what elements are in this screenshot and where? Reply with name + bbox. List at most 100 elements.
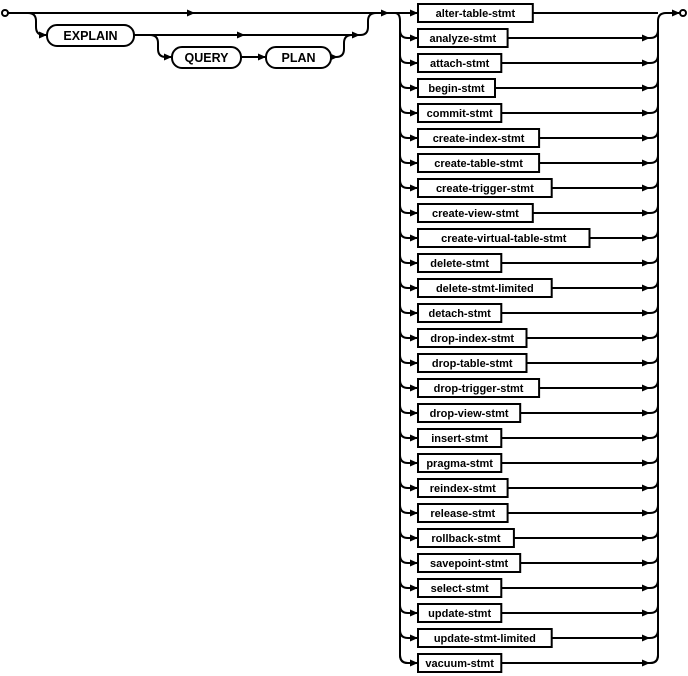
statement-box[interactable] xyxy=(417,553,522,573)
statement-box[interactable] xyxy=(417,528,515,548)
statement-label: update-stmt-limited xyxy=(434,633,536,645)
branch-line xyxy=(399,54,418,64)
arrow-icon xyxy=(258,53,266,61)
statement-label: drop-view-stmt xyxy=(430,408,509,420)
statement-box[interactable] xyxy=(417,203,534,223)
statement-box[interactable] xyxy=(417,78,496,98)
statement-box[interactable] xyxy=(417,53,503,73)
branch-line xyxy=(495,79,659,89)
statement-label: create-virtual-table-stmt xyxy=(441,233,567,245)
statement-box[interactable] xyxy=(417,328,528,348)
statement-label: create-view-stmt xyxy=(432,208,519,220)
statement-box[interactable] xyxy=(417,228,591,248)
statement-label: release-stmt xyxy=(430,508,495,520)
branch-line xyxy=(399,29,418,39)
statement-box[interactable] xyxy=(417,628,553,648)
branch-line xyxy=(526,354,659,364)
statement-box[interactable] xyxy=(417,353,528,373)
arrow-icon xyxy=(187,9,195,17)
statement-label: create-table-stmt xyxy=(434,158,523,170)
branch-line xyxy=(501,604,659,614)
branch-line xyxy=(399,304,418,314)
statement-label: alter-table-stmt xyxy=(436,8,516,20)
statement-label: update-stmt xyxy=(428,608,491,620)
branch-line xyxy=(501,254,659,264)
statement-box[interactable] xyxy=(417,503,509,523)
arrow-icon xyxy=(381,9,389,17)
branch-line xyxy=(589,229,659,239)
branch-line xyxy=(507,29,659,39)
statement-box[interactable] xyxy=(417,303,503,323)
branch-line xyxy=(526,329,659,339)
statement-box[interactable] xyxy=(417,653,503,673)
statement-label: create-index-stmt xyxy=(433,133,525,145)
branch-line xyxy=(399,529,418,539)
statement-box[interactable] xyxy=(417,278,553,298)
statement-box[interactable] xyxy=(417,103,503,123)
branch-line xyxy=(532,204,659,214)
statement-box[interactable] xyxy=(417,428,503,448)
branch-line xyxy=(399,104,418,114)
statement-label: insert-stmt xyxy=(431,433,488,445)
branch-line xyxy=(399,404,418,414)
branch-line xyxy=(399,79,418,89)
branch-line xyxy=(513,529,659,539)
statement-box[interactable] xyxy=(417,378,541,398)
statement-box[interactable] xyxy=(417,3,534,23)
branch-line xyxy=(399,604,418,614)
arrow-icon xyxy=(352,31,360,39)
branch-line xyxy=(399,254,418,264)
statement-label: create-trigger-stmt xyxy=(436,183,534,195)
arrow-icon xyxy=(330,53,338,61)
branch-line xyxy=(399,654,418,664)
branch-line xyxy=(507,479,659,489)
branch-line xyxy=(551,179,659,189)
statement-box[interactable] xyxy=(417,28,509,48)
statement-label: drop-trigger-stmt xyxy=(434,383,524,395)
statement-label: detach-stmt xyxy=(428,308,491,320)
branch-line xyxy=(399,354,418,364)
statement-label: pragma-stmt xyxy=(426,458,493,470)
arrow-icon xyxy=(39,31,47,39)
branch-line xyxy=(399,204,418,214)
branch-line xyxy=(399,379,418,389)
branch-line xyxy=(399,154,418,164)
statement-label: drop-table-stmt xyxy=(432,358,513,370)
branch-line xyxy=(520,554,659,564)
statement-box[interactable] xyxy=(417,578,503,598)
branch-line xyxy=(399,279,418,289)
branch-line xyxy=(501,104,659,114)
statement-box[interactable] xyxy=(417,178,553,198)
branch-line xyxy=(501,429,659,439)
branch-line xyxy=(501,454,659,464)
branch-line xyxy=(539,379,659,389)
branch-line xyxy=(399,329,418,339)
start-terminal xyxy=(1,9,9,17)
statement-box[interactable] xyxy=(417,403,522,423)
branch-line xyxy=(501,54,659,64)
statement-label: vacuum-stmt xyxy=(425,658,494,670)
branch-line xyxy=(399,504,418,514)
branch-line xyxy=(399,579,418,589)
statement-box[interactable] xyxy=(417,153,541,173)
branch-line xyxy=(539,129,659,139)
statement-box[interactable] xyxy=(417,453,503,473)
statement-box[interactable] xyxy=(417,128,541,148)
statement-label: analyze-stmt xyxy=(429,33,496,45)
statement-box[interactable] xyxy=(417,478,509,498)
branch-line xyxy=(551,279,659,289)
branch-line xyxy=(501,579,659,589)
branch-line xyxy=(399,454,418,464)
branch-line xyxy=(399,129,418,139)
branch-line xyxy=(507,504,659,514)
end-terminal xyxy=(679,9,687,17)
branch-line xyxy=(399,629,418,639)
branch-line xyxy=(501,654,659,664)
statement-box[interactable] xyxy=(417,603,503,623)
statement-box[interactable] xyxy=(417,253,503,273)
keyword-query-label: QUERY xyxy=(185,51,230,65)
statement-label: attach-stmt xyxy=(430,58,490,70)
keyword-query xyxy=(171,46,242,69)
branch-line xyxy=(399,479,418,489)
